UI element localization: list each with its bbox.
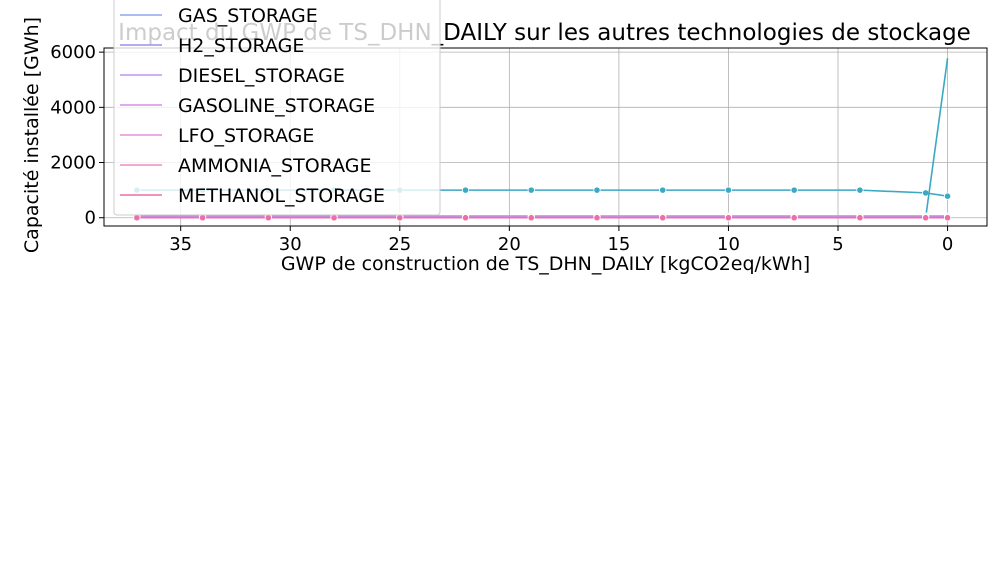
data-point	[593, 186, 601, 194]
series-methanol-storage	[133, 214, 952, 222]
y-tick-label: 0	[85, 208, 96, 229]
y-axis-ticks: 0 2000 4000 6000	[50, 42, 104, 229]
x-tick-label: 0	[942, 234, 953, 255]
legend-label: LFO_STORAGE	[178, 125, 314, 147]
data-point	[856, 214, 864, 222]
legend-label: GAS_STORAGE	[178, 5, 318, 27]
x-axis-ticks: 35 30 25 20 15 10 5 0	[169, 226, 953, 255]
legend: GAS_STORAGE H2_STORAGE DIESEL_STORAGE GASOL…	[113, 0, 441, 216]
plot-frame	[103, 47, 988, 227]
data-point	[527, 214, 535, 222]
x-tick-label: 30	[279, 234, 302, 255]
x-tick-label: 20	[498, 234, 521, 255]
legend-box	[113, 0, 441, 216]
legend-item: METHANOL_STORAGE	[120, 185, 385, 207]
legend-label: DIESEL_STORAGE	[178, 65, 345, 87]
y-tick-label: 6000	[50, 42, 96, 63]
legend-label: AMMONIA_STORAGE	[178, 155, 372, 177]
x-tick-label: 10	[717, 234, 740, 255]
legend-label: METHANOL_STORAGE	[178, 185, 385, 207]
data-point	[724, 214, 733, 222]
x-tick-label: 25	[388, 234, 411, 255]
data-point	[659, 214, 667, 222]
x-tick-label: 35	[169, 234, 192, 255]
legend-item: AMMONIA_STORAGE	[120, 155, 372, 177]
legend-item: LFO_STORAGE	[120, 125, 314, 147]
legend-label: H2_STORAGE	[178, 35, 304, 57]
data-point	[527, 186, 535, 194]
legend-item: GASOLINE_STORAGE	[120, 95, 375, 117]
data-point	[943, 214, 952, 222]
y-tick-label: 2000	[50, 153, 96, 174]
y-tick-label: 4000	[50, 97, 96, 118]
data-point	[593, 214, 601, 222]
data-point	[922, 214, 930, 222]
data-point	[659, 186, 667, 194]
data-point	[922, 189, 930, 197]
data-point	[461, 214, 470, 222]
x-axis-title: GWP de construction de TS_DHN_DAILY [kgC…	[281, 253, 810, 275]
legend-label: GASOLINE_STORAGE	[178, 95, 375, 117]
data-point	[790, 214, 798, 222]
legend-item: GAS_STORAGE	[120, 5, 318, 27]
y-axis-title: Capacité installée [GWh]	[21, 17, 43, 253]
data-point	[724, 186, 733, 194]
legend-item: H2_STORAGE	[120, 35, 304, 57]
x-tick-label: 15	[607, 234, 630, 255]
legend-item: DIESEL_STORAGE	[120, 65, 345, 87]
data-point	[856, 186, 864, 194]
data-point	[461, 186, 470, 194]
data-point	[790, 186, 798, 194]
data-point	[943, 192, 952, 200]
x-tick-label: 5	[832, 234, 843, 255]
